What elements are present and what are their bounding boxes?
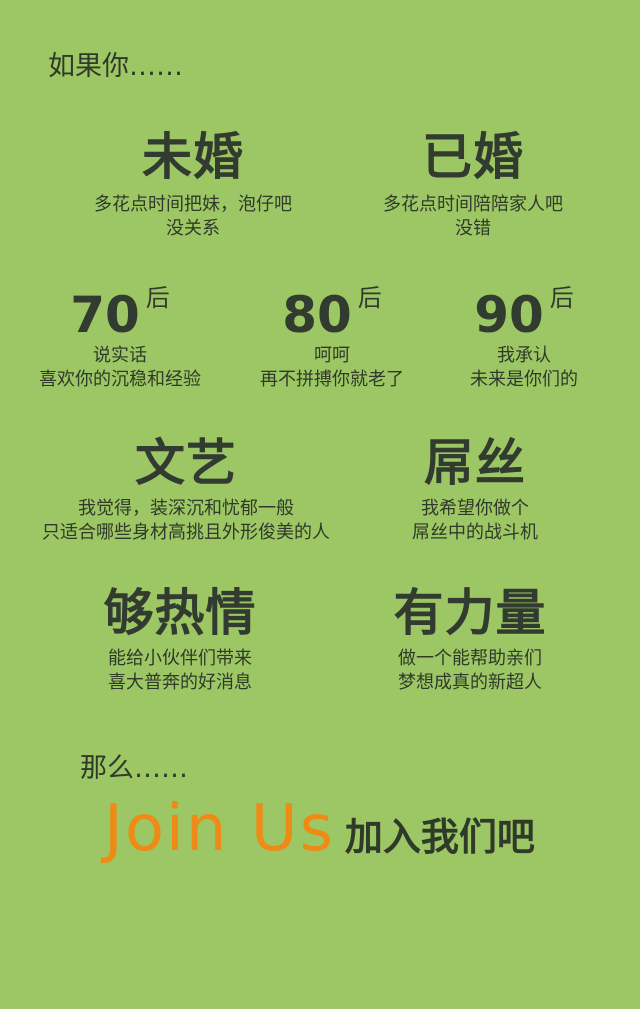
title-literary: 文艺 [135, 434, 237, 492]
section-married: 已婚 多花点时间陪陪家人吧 没错 [348, 130, 598, 241]
desc-married: 多花点时间陪陪家人吧 没错 [348, 193, 598, 241]
title-passionate: 够热情 [103, 584, 257, 642]
desc-line: 喜大普奔的好消息 [108, 672, 252, 693]
era-heading: 90 后 [424, 284, 624, 340]
desc-line: 未来是你们的 [470, 369, 578, 390]
desc-passionate: 能给小伙伴们带来 喜大普奔的好消息 [60, 647, 300, 695]
era-heading: 80 后 [232, 284, 432, 340]
desc-diaosi: 我希望你做个 屌丝中的战斗机 [360, 497, 590, 545]
era-heading: 70 后 [20, 284, 220, 340]
desc-line: 呵呵 [314, 345, 350, 366]
intro-text: 如果你…… [48, 51, 183, 82]
desc-line: 能给小伙伴们带来 [108, 648, 252, 669]
section-unmarried: 未婚 多花点时间把妹，泡仔吧 没关系 [68, 130, 318, 241]
section-passionate: 够热情 能给小伙伴们带来 喜大普奔的好消息 [60, 586, 300, 695]
desc-line: 再不拼搏你就老了 [260, 369, 404, 390]
desc-line: 只适合哪些身材高挑且外形俊美的人 [42, 522, 330, 543]
section-80s: 80 后 呵呵 再不拼搏你就老了 [232, 284, 432, 392]
outro-text: 那么…… [80, 753, 188, 784]
title-married: 已婚 [422, 128, 524, 186]
desc-line: 做一个能帮助亲们 [398, 648, 542, 669]
desc-line: 我希望你做个 [421, 498, 529, 519]
era-desc: 呵呵 再不拼搏你就老了 [232, 344, 432, 392]
section-powerful: 有力量 做一个能帮助亲们 梦想成真的新超人 [350, 586, 590, 695]
desc-line: 梦想成真的新超人 [398, 672, 542, 693]
era-suffix: 后 [145, 284, 170, 312]
desc-line: 屌丝中的战斗机 [412, 522, 538, 543]
join-us-text[interactable]: Join Us [104, 792, 335, 866]
title-unmarried: 未婚 [142, 128, 244, 186]
desc-line: 没关系 [166, 218, 220, 239]
era-desc: 说实话 喜欢你的沉稳和经验 [20, 344, 220, 392]
era-desc: 我承认 未来是你们的 [424, 344, 624, 392]
title-diaosi: 屌丝 [424, 434, 526, 492]
section-70s: 70 后 说实话 喜欢你的沉稳和经验 [20, 284, 220, 392]
era-number: 70 [70, 286, 140, 344]
desc-line: 多花点时间把妹，泡仔吧 [94, 194, 292, 215]
desc-line: 喜欢你的沉稳和经验 [39, 369, 201, 390]
join-us-cn-text[interactable]: 加入我们吧 [344, 815, 535, 859]
desc-literary: 我觉得，装深沉和忧郁一般 只适合哪些身材高挑且外形俊美的人 [18, 497, 354, 545]
era-number: 80 [282, 286, 352, 344]
desc-powerful: 做一个能帮助亲们 梦想成真的新超人 [350, 647, 590, 695]
era-suffix: 后 [357, 284, 382, 312]
section-literary: 文艺 我觉得，装深沉和忧郁一般 只适合哪些身材高挑且外形俊美的人 [18, 436, 354, 545]
section-diaosi: 屌丝 我希望你做个 屌丝中的战斗机 [360, 436, 590, 545]
desc-line: 没错 [455, 218, 491, 239]
title-powerful: 有力量 [393, 584, 547, 642]
desc-line: 多花点时间陪陪家人吧 [383, 194, 563, 215]
desc-line: 我觉得，装深沉和忧郁一般 [78, 498, 294, 519]
desc-line: 我承认 [497, 345, 551, 366]
desc-unmarried: 多花点时间把妹，泡仔吧 没关系 [68, 193, 318, 241]
era-number: 90 [474, 286, 544, 344]
join-us-banner[interactable]: Join Us 加入我们吧 [104, 792, 604, 866]
desc-line: 说实话 [93, 345, 147, 366]
era-suffix: 后 [549, 284, 574, 312]
section-90s: 90 后 我承认 未来是你们的 [424, 284, 624, 392]
